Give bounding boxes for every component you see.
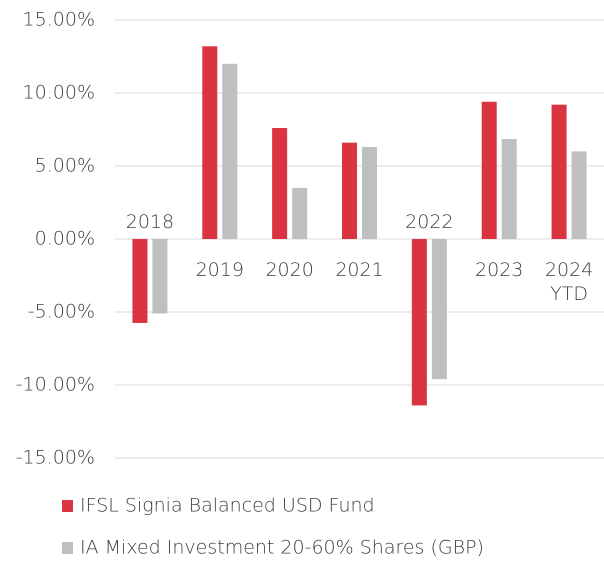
y-tick-label: 15.00% <box>23 9 95 31</box>
bar <box>431 239 447 380</box>
bar <box>551 104 567 240</box>
x-tick-label: 2021 <box>335 259 383 281</box>
legend-swatch <box>62 500 73 512</box>
bar <box>272 128 288 239</box>
bar <box>362 147 377 239</box>
y-tick-label: -15.00% <box>16 447 95 469</box>
bar <box>132 239 148 323</box>
bar <box>222 63 238 239</box>
bar <box>571 151 587 239</box>
x-tick-label: 2018 <box>126 211 174 233</box>
y-tick-label: -10.00% <box>16 374 95 396</box>
bar <box>342 142 357 239</box>
x-tick-label: 2019 <box>196 259 244 281</box>
legend-label: IFSL Signia Balanced USD Fund <box>80 495 375 517</box>
x-tick-label: 2022 <box>405 211 453 233</box>
legend-label: IA Mixed Investment 20-60% Shares (GBP) <box>80 537 484 559</box>
x-tick-label: 2024 YTD <box>545 259 593 305</box>
x-tick-label: 2023 <box>475 259 523 281</box>
bar <box>501 138 517 239</box>
bar <box>202 46 218 239</box>
bar <box>481 101 497 239</box>
y-tick-label: 10.00% <box>23 82 95 104</box>
y-tick-label: 0.00% <box>35 228 95 250</box>
y-tick-label: -5.00% <box>28 301 95 323</box>
bar <box>411 239 427 406</box>
bar <box>292 187 308 239</box>
x-tick-label: 2020 <box>265 259 313 281</box>
legend-swatch <box>62 542 73 554</box>
y-tick-label: 5.00% <box>35 155 95 177</box>
bar <box>152 239 168 314</box>
